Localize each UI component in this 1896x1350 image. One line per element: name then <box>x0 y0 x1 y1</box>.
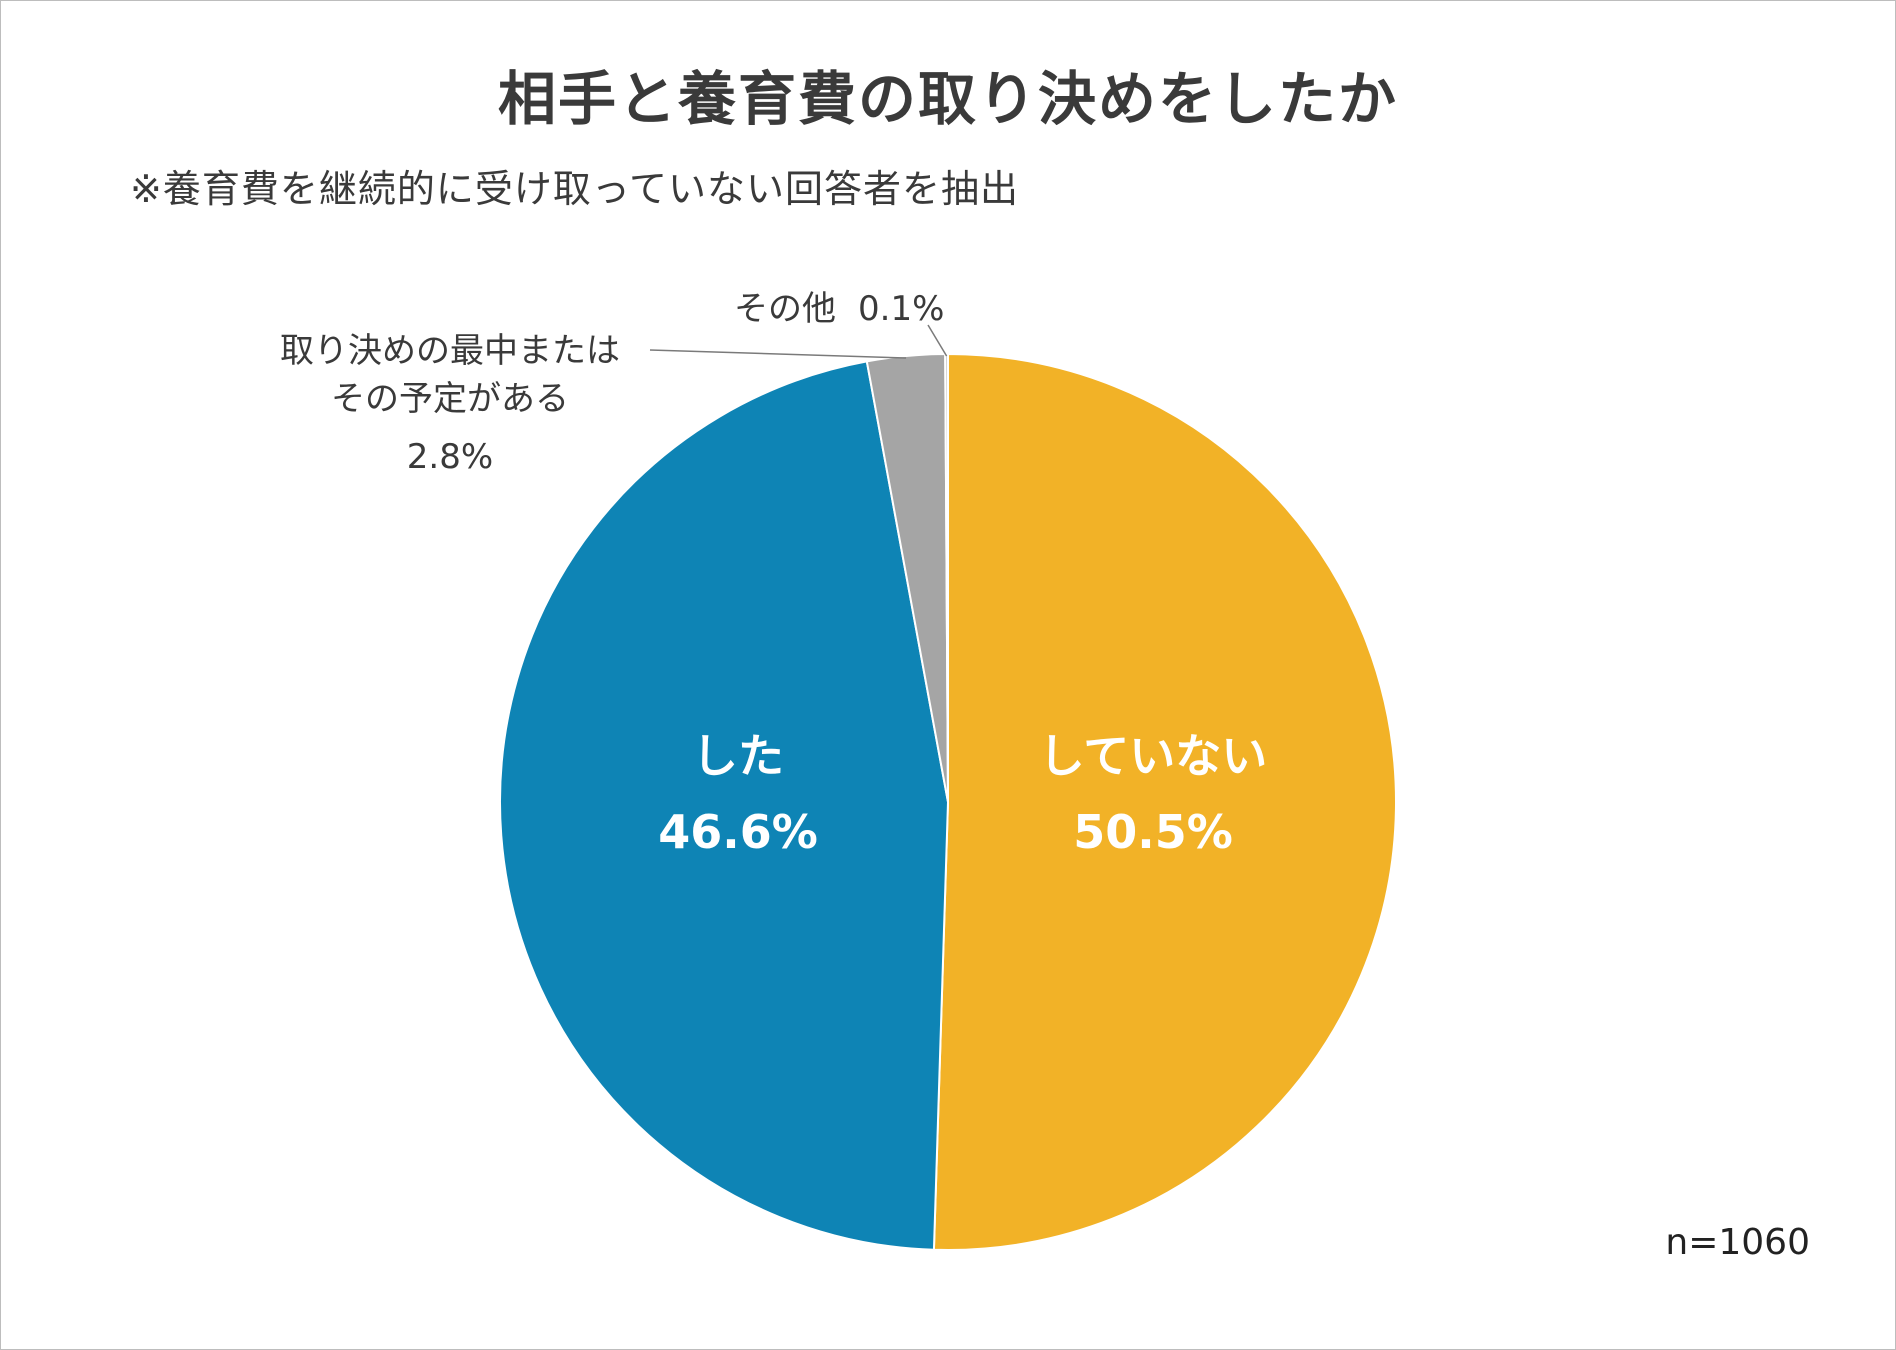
leader-lines <box>649 324 948 359</box>
slice-value-done: 46.6% <box>658 805 818 859</box>
slice-value-in-progress: 2.8% <box>407 437 493 477</box>
pie-slices <box>499 352 1397 1251</box>
slice-label-other: その他 <box>734 289 836 329</box>
slice-label-done: した <box>692 729 784 783</box>
chart-subtitle: ※養育費を継続的に受け取っていない回答者を抽出 <box>130 167 1019 211</box>
slice-value-other: 0.1% <box>858 289 944 329</box>
slice-label-not-done: していない <box>1039 729 1268 783</box>
slice-value-not-done: 50.5% <box>1073 805 1233 859</box>
leader-line-other <box>927 324 948 357</box>
slice-not-done <box>932 352 1397 1251</box>
leader-line-in-progress <box>649 349 907 359</box>
slice-label-in-progress-line2: その予定がある <box>331 379 569 419</box>
sample-size-note: n=1060 <box>1665 1222 1810 1263</box>
chart-title: 相手と養育費の取り決めをしたか <box>497 65 1398 133</box>
slice-done <box>499 360 950 1251</box>
slice-label-in-progress-line1: 取り決めの最中または <box>280 331 620 371</box>
